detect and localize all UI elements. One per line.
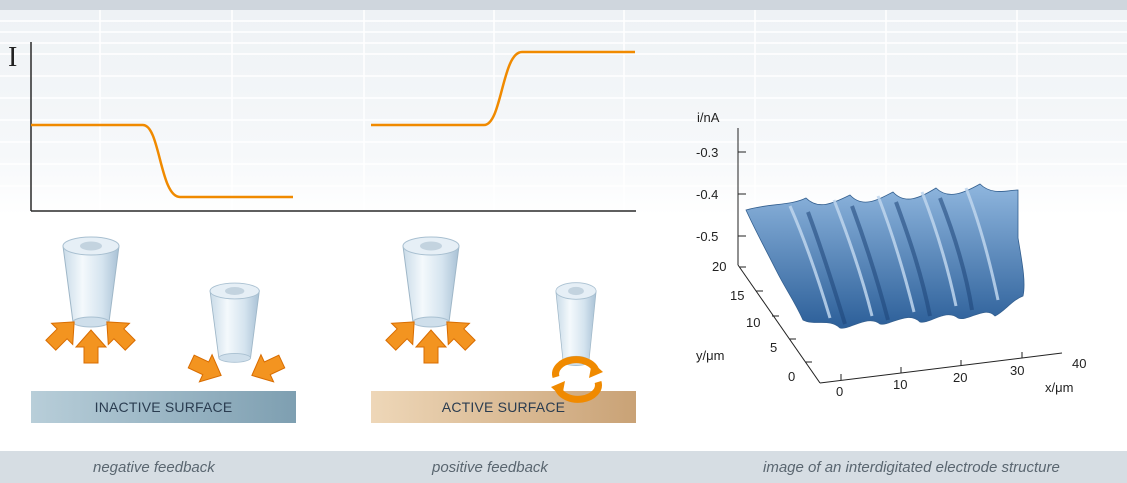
y-tick-label: 20 (712, 259, 726, 274)
electrode-grooves (806, 197, 974, 325)
negative-feedback-scene (31, 236, 296, 423)
plot3d-ticks (738, 151, 1023, 380)
inactive-surface (31, 391, 296, 423)
recycling-arrows-icon (551, 356, 603, 403)
x-tick-label: 10 (893, 377, 907, 392)
active-surface-label: ACTIVE SURFACE (441, 399, 566, 415)
y-tick-label: 10 (746, 315, 760, 330)
x-tick-label: 40 (1072, 356, 1086, 371)
z-tick-label: -0.3 (696, 145, 718, 160)
electrode-tip-far (62, 236, 120, 328)
current-axes (30, 42, 636, 212)
background-grid-lines (0, 10, 1127, 215)
positive-feedback-curve (371, 50, 635, 127)
inactive-surface-label: INACTIVE SURFACE (94, 399, 233, 415)
caption-electrode-image: image of an interdigitated electrode str… (763, 459, 1060, 476)
arrow-icon (75, 329, 107, 364)
z-axis-label: i/nA (697, 110, 720, 125)
surface-plot-3d: i/nA -0.3 -0.4 -0.5 20 15 10 5 y/μm 0 0 … (696, 110, 1086, 399)
electrode-ridges (788, 187, 1000, 319)
y-tick-label: 5 (770, 340, 777, 355)
arrow-icon (415, 329, 447, 364)
electrode-tip-near (555, 282, 597, 366)
electrode-tip-far (402, 236, 460, 328)
positive-feedback-scene (371, 236, 636, 423)
x-tick-label: 20 (953, 370, 967, 385)
x-axis-label: x/μm (1045, 380, 1073, 395)
caption-bar (0, 451, 1127, 483)
arrow-icon (245, 347, 289, 390)
grid-background (0, 10, 1127, 215)
caption-positive-feedback: positive feedback (432, 459, 548, 476)
electrode-tip-near (209, 282, 260, 363)
z-tick-label: -0.5 (696, 229, 718, 244)
electrode-surface (745, 183, 1025, 329)
negative-feedback-curve (31, 123, 293, 199)
y-axis-label: y/μm (696, 348, 724, 363)
caption-negative-feedback: negative feedback (93, 459, 215, 476)
current-axis-label: I (8, 42, 17, 73)
x-tick-label: 0 (836, 384, 843, 399)
z-tick-label: -0.4 (696, 187, 718, 202)
y-tick-label: 0 (788, 369, 795, 384)
y-tick-label: 15 (730, 288, 744, 303)
top-band (0, 0, 1127, 10)
x-tick-label: 30 (1010, 363, 1024, 378)
